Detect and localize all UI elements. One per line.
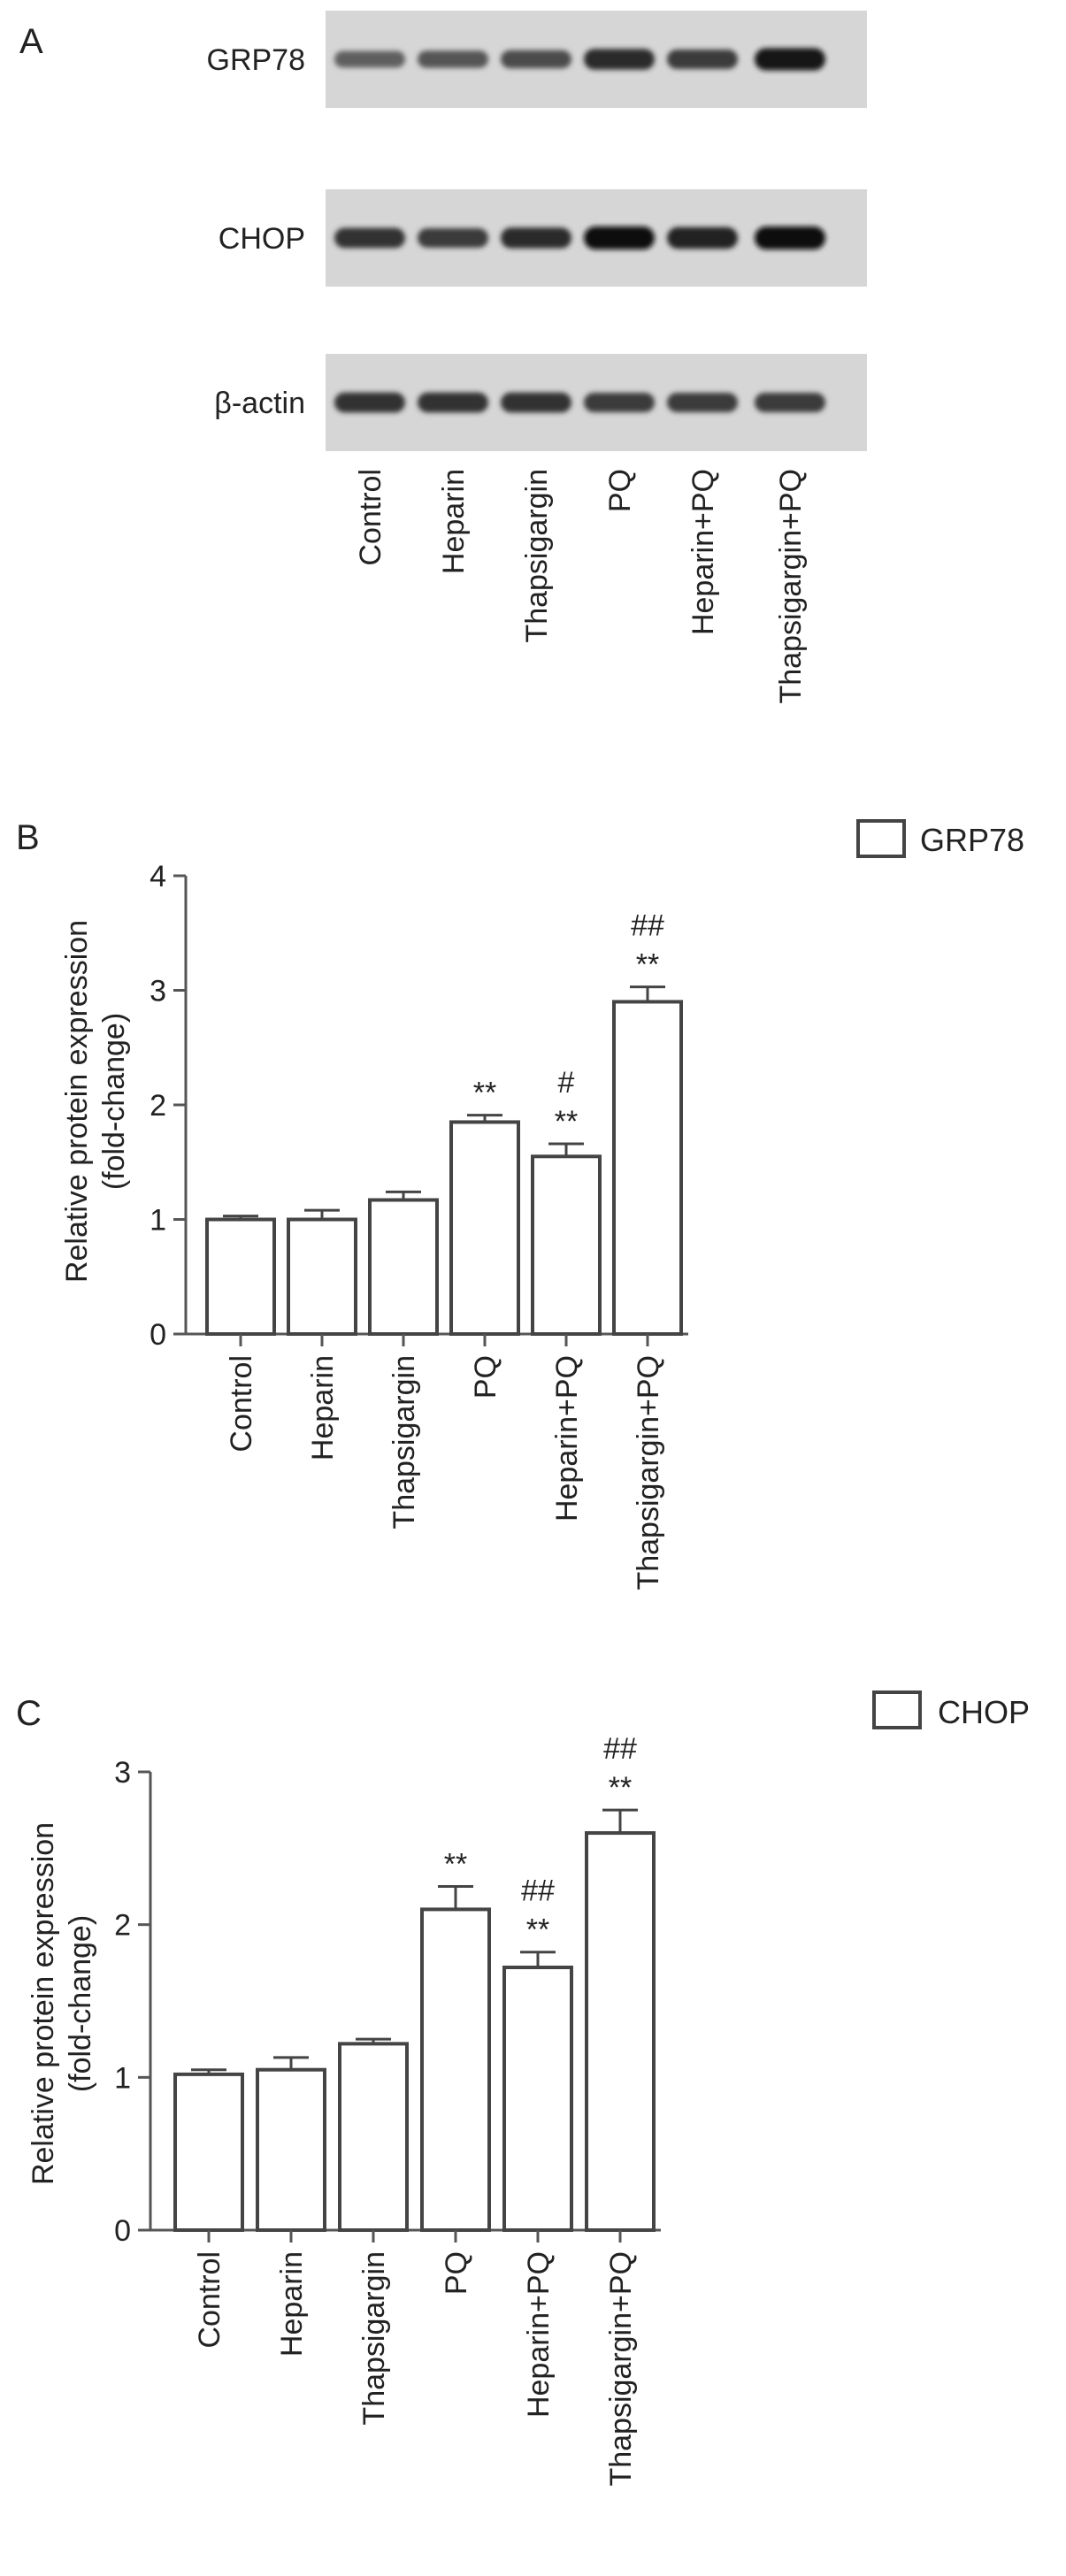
bar	[338, 2042, 409, 2233]
x-tick-label: Heparin	[306, 1355, 340, 1460]
chop-plot-area: 0 1 2 3 Control Heparin Thapsigargin PQ Heparin+…	[114, 1732, 661, 2487]
y-tick-label: 2	[150, 1089, 166, 1123]
bar	[173, 2072, 244, 2232]
grp78-chart: B GRP78 Relative protein expression (fol…	[16, 818, 1024, 1591]
chop-chart: C CHOP Relative protein expression (fold…	[16, 1690, 1030, 2487]
y-tick-label: 3	[114, 1756, 131, 1790]
panel-c-label: C	[16, 1694, 42, 1733]
blot-band	[755, 48, 825, 71]
legend-swatch-chop	[872, 1690, 922, 1729]
x-tick-label: Heparin+PQ	[550, 1355, 584, 1522]
blot-row-label: CHOP	[219, 222, 305, 256]
bar	[256, 2067, 326, 2232]
bar	[420, 1907, 491, 2232]
y-axis-title-line2: (fold-change)	[64, 1915, 97, 2092]
y-axis-title-line1: Relative protein expression	[27, 1822, 60, 2185]
significance-marker: **	[555, 1105, 578, 1138]
blot-row: CHOP	[219, 189, 867, 287]
blot-rows: GRP78 CHOP β-actin	[207, 11, 867, 451]
blot-lane-label: Thapsigargin	[520, 469, 554, 643]
x-tick-label: Thapsigargin+PQ	[632, 1355, 665, 1591]
bar	[287, 1217, 357, 1336]
blot-lane-label: Thapsigargin+PQ	[774, 469, 808, 704]
legend-label-grp78: GRP78	[920, 822, 1024, 858]
bar	[205, 1217, 276, 1336]
blot-band	[501, 50, 571, 69]
x-tick-label: Thapsigargin	[357, 2251, 391, 2426]
y-tick-label: 2	[114, 1909, 131, 1943]
bar	[585, 1831, 656, 2232]
legend-swatch-grp78	[856, 819, 906, 858]
blot-band	[584, 393, 655, 412]
blot-lane-label: PQ	[603, 469, 637, 512]
blot-lane-label: Control	[354, 469, 387, 566]
significance-marker: **	[636, 948, 659, 982]
y-tick-label: 1	[150, 1204, 166, 1238]
blot-band	[501, 227, 571, 249]
blot-band	[667, 50, 738, 69]
panel-b-label: B	[16, 818, 40, 857]
bar	[612, 1000, 683, 1336]
y-tick-label: 1	[114, 2061, 131, 2095]
blot-band	[755, 226, 825, 249]
bar	[368, 1198, 439, 1336]
grp78-plot-area: 0 1 2 3 4 Control Heparin Thapsigargin PQ Heparin…	[150, 860, 688, 1591]
bar	[449, 1120, 520, 1337]
x-tick-label: Heparin+PQ	[522, 2251, 556, 2418]
significance-marker: **	[444, 1848, 467, 1882]
blot-band	[755, 393, 825, 412]
blot-band	[667, 393, 738, 412]
blot-row: β-actin	[214, 354, 867, 451]
blot-lane-label: Heparin	[437, 469, 471, 574]
significance-marker: ##	[631, 909, 664, 943]
blot-band	[334, 227, 405, 249]
blot-band	[667, 226, 738, 249]
western-blot-panel: A GRP78 CHOP β-actin Control Heparin Thapsig…	[19, 11, 867, 704]
significance-marker: **	[609, 1771, 632, 1805]
y-tick-label: 0	[150, 1318, 166, 1352]
blot-band	[418, 50, 488, 68]
blot-band	[418, 228, 488, 248]
blot-row-label: β-actin	[214, 387, 305, 420]
y-tick-label: 0	[114, 2214, 131, 2248]
bar	[502, 1966, 573, 2233]
y-axis-title-line2: (fold-change)	[97, 1013, 131, 1190]
x-tick-label: PQ	[469, 1355, 502, 1399]
panel-a-label: A	[19, 22, 43, 61]
x-tick-label: Heparin	[275, 2251, 309, 2357]
x-tick-label: Control	[193, 2251, 226, 2349]
significance-marker: **	[473, 1077, 496, 1110]
blot-band	[418, 392, 488, 413]
blot-band	[334, 392, 405, 413]
significance-marker: #	[558, 1066, 575, 1100]
bar	[531, 1154, 602, 1337]
blot-band	[501, 392, 571, 413]
x-tick-label: Thapsigargin	[387, 1355, 421, 1530]
blot-row-label: GRP78	[207, 43, 306, 77]
x-tick-label: Thapsigargin+PQ	[604, 2251, 638, 2487]
significance-marker: ##	[603, 1732, 637, 1766]
blot-band	[584, 226, 655, 249]
significance-marker: ##	[521, 1874, 555, 1908]
blot-row: GRP78	[207, 11, 867, 108]
y-tick-label: 4	[150, 860, 166, 893]
significance-marker: **	[526, 1913, 549, 1947]
blot-band	[334, 50, 405, 68]
blot-lane-labels: Control Heparin Thapsigargin PQ Heparin+PQ Th…	[354, 469, 808, 704]
y-axis-title-line1: Relative protein expression	[60, 920, 94, 1283]
blot-band	[584, 49, 655, 70]
blot-lane-label: Heparin+PQ	[686, 469, 720, 635]
x-tick-label: PQ	[440, 2251, 473, 2295]
legend-label-chop: CHOP	[938, 1694, 1030, 1730]
y-tick-label: 3	[150, 975, 166, 1008]
x-tick-label: Control	[225, 1355, 258, 1453]
